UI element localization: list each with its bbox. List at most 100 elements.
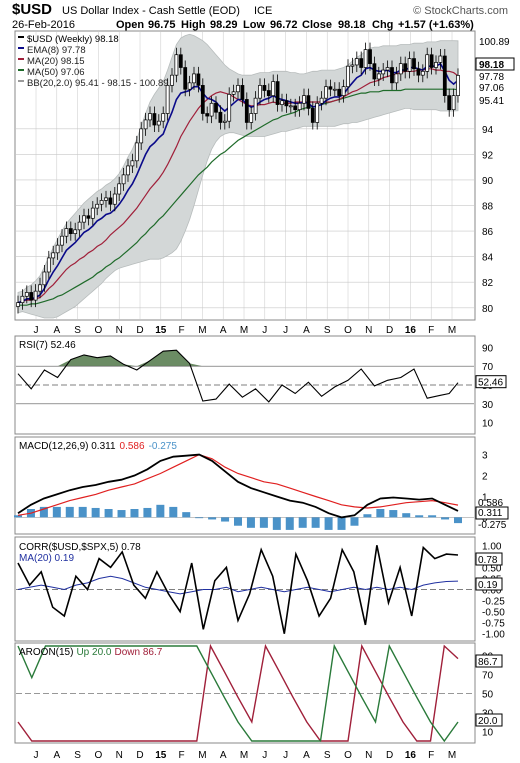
- candle-body: [297, 102, 302, 111]
- candle-body: [390, 67, 394, 84]
- macd-series-name: MACD(12,26,9) 0.311: [19, 441, 116, 452]
- candle-body: [398, 63, 403, 75]
- last-close-tag: 98.18: [479, 60, 504, 71]
- legend-entry: MA(20) 98.15: [27, 56, 85, 67]
- legend-entry: EMA(8) 97.78: [27, 45, 86, 56]
- candle-body: [284, 100, 289, 107]
- candle-body: [55, 244, 60, 254]
- legend-swatch: [18, 36, 24, 38]
- month-label: M: [448, 750, 456, 761]
- corr-title: CORR($USD,$SPX,5) 0.78: [19, 542, 141, 553]
- macd-histogram-bar: [221, 517, 230, 522]
- macd-histogram-bar: [182, 512, 191, 518]
- macd-tick-label: 2: [482, 472, 488, 483]
- candle-body: [381, 69, 386, 75]
- date-label: 26-Feb-2016: [12, 19, 75, 31]
- last-value-tag: 97.06: [479, 83, 504, 94]
- macd-histogram-bar: [39, 506, 48, 518]
- macd-last-value: 0.586: [478, 498, 503, 509]
- rsi-tick-label: 10: [482, 419, 494, 430]
- legend-swatch: [18, 47, 24, 49]
- month-label: J: [262, 325, 267, 336]
- candle-body: [288, 105, 293, 108]
- month-label: J: [34, 325, 39, 336]
- candle-body: [29, 292, 34, 301]
- macd-histogram-bar: [272, 517, 281, 530]
- candle-body: [161, 113, 166, 122]
- macd-histogram-bar: [195, 517, 204, 519]
- corr-tick-label: -1.00: [482, 630, 505, 641]
- price-tick-label: 84: [482, 253, 494, 264]
- month-label: N: [365, 325, 372, 336]
- corr-ma-legend: MA(20) 0.19: [19, 553, 74, 564]
- candle-body: [407, 58, 412, 72]
- candle-body: [148, 113, 152, 121]
- month-label: J: [283, 325, 288, 336]
- rsi-title: RSI(7) 52.46: [19, 340, 76, 351]
- candle-body: [126, 165, 130, 176]
- candle-body: [315, 102, 320, 123]
- corr-panel: 1.000.750.500.250.00-0.25-0.50-0.75-1.00…: [16, 541, 505, 641]
- month-label: A: [220, 750, 227, 761]
- macd-histogram-bar: [298, 517, 307, 528]
- candle-body: [258, 85, 262, 99]
- corr-tick-label: -0.75: [482, 619, 505, 630]
- aroon-title-name: AROON(15): [19, 647, 73, 658]
- price-tick-label: 86: [482, 227, 494, 238]
- aroon-up-line: [17, 643, 459, 743]
- legend-entry: MA(50) 97.06: [27, 67, 85, 78]
- instrument-name: US Dollar Index - Cash Settle (EOD): [62, 5, 240, 17]
- candle-body: [99, 200, 104, 205]
- candle-body: [275, 81, 280, 105]
- x-axis-month-labels-bottom: J A S O N D 15 F M A M J J A S O N D 16 F M: [34, 750, 457, 761]
- candle-body: [403, 63, 408, 72]
- candle-body: [130, 160, 135, 167]
- month-label: M: [198, 325, 206, 336]
- month-label: S: [324, 325, 331, 336]
- month-label: M: [198, 750, 206, 761]
- candle-body: [328, 86, 333, 90]
- month-label: N: [365, 750, 372, 761]
- candle-body: [368, 49, 372, 65]
- candle-body: [16, 302, 20, 307]
- candle-body: [214, 102, 218, 113]
- candle-body: [218, 111, 223, 123]
- month-label: D: [136, 750, 143, 761]
- legend-swatch: [18, 80, 24, 82]
- candle-body: [227, 93, 232, 122]
- candle-body: [385, 67, 390, 71]
- macd-histogram-bar: [415, 515, 424, 518]
- macd-histogram-bar: [117, 510, 126, 518]
- candle-body: [68, 228, 73, 235]
- corr-ma-last-value: 0.19: [478, 580, 498, 591]
- aroon-tick-label: 50: [482, 690, 494, 701]
- macd-histogram-bar: [104, 509, 113, 518]
- candle-body: [332, 88, 337, 91]
- candle-body: [438, 55, 443, 63]
- macd-histogram-bar: [91, 507, 100, 518]
- macd-histogram-bar: [324, 517, 333, 530]
- high-value: 98.29: [210, 19, 238, 31]
- macd-histogram-bar: [428, 515, 437, 518]
- bollinger-band-area: [17, 33, 459, 319]
- month-label: J: [283, 750, 288, 761]
- candle-body: [425, 54, 430, 72]
- corr-line: [17, 545, 459, 634]
- legend-entry: BB(20,2.0) 95.41 - 98.15 - 100.89: [27, 78, 169, 89]
- month-label: M: [240, 325, 248, 336]
- month-label: 15: [155, 325, 167, 336]
- close-value: 98.18: [338, 19, 366, 31]
- candle-body: [412, 58, 416, 70]
- open-value: 96.75: [148, 19, 176, 31]
- candle-body: [240, 85, 245, 100]
- macd-histogram-bar: [259, 517, 268, 528]
- month-label: 16: [405, 325, 417, 336]
- corr-last-box: [475, 552, 503, 566]
- candle-body: [187, 82, 192, 90]
- month-label: J: [34, 750, 39, 761]
- month-label: F: [428, 750, 434, 761]
- macd-histogram-bar: [285, 517, 294, 530]
